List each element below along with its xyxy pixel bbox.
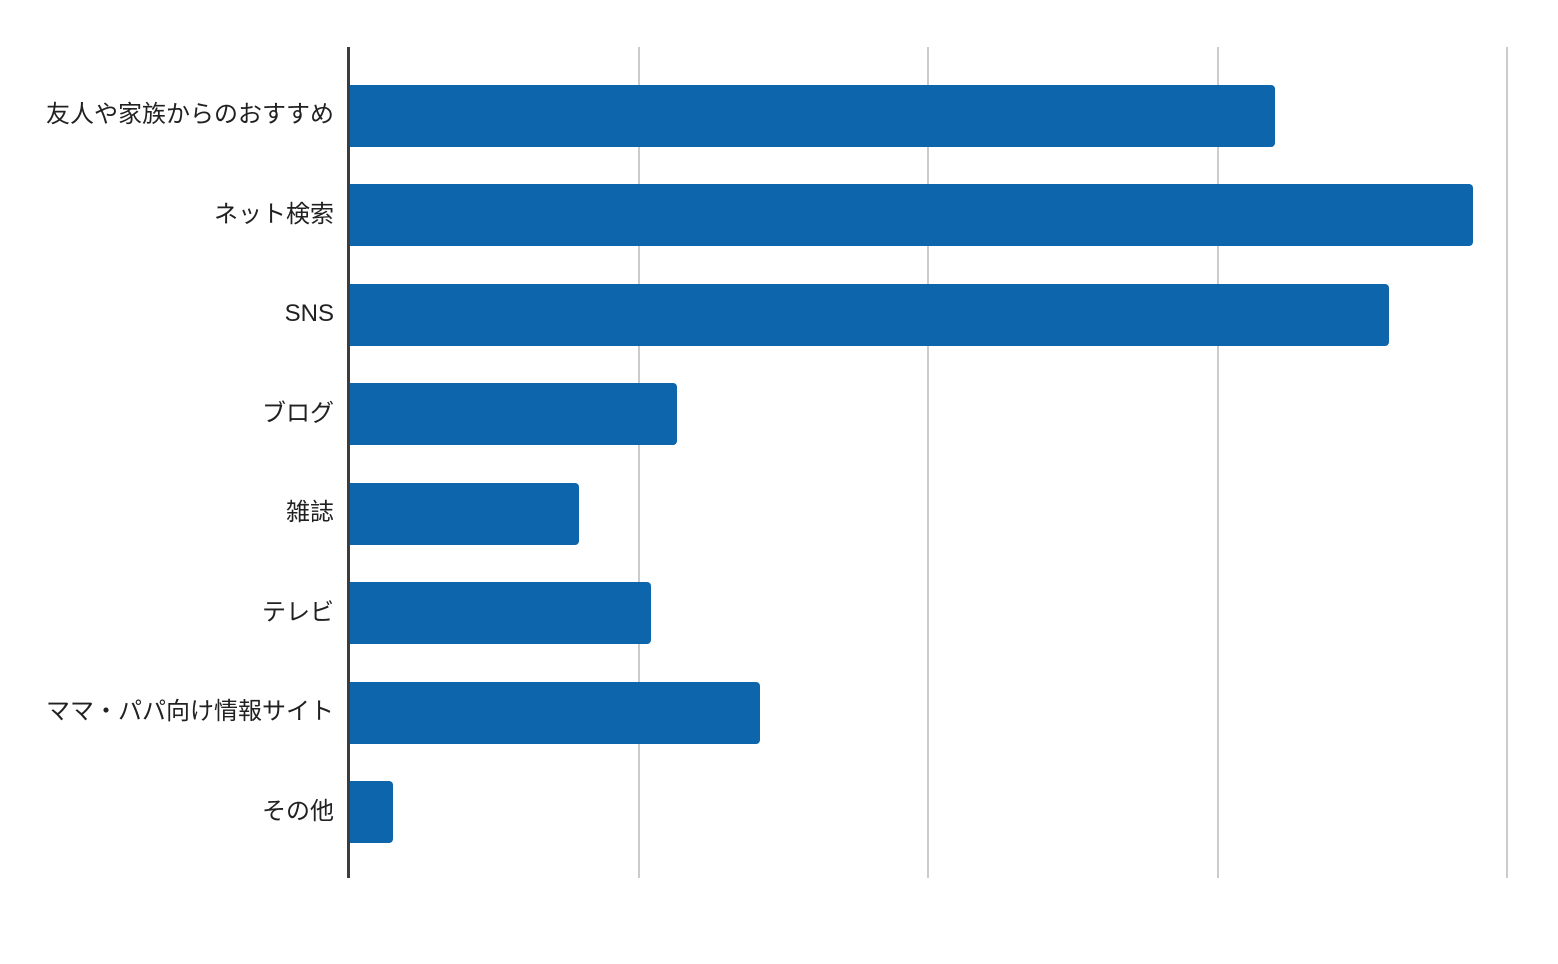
chart-row: SNS xyxy=(0,265,1558,365)
category-label: テレビ xyxy=(262,598,334,626)
bar-track xyxy=(349,84,1558,147)
gridline xyxy=(1506,47,1508,878)
bar-track xyxy=(349,582,1558,645)
category-label: ママ・パパ向け情報サイト xyxy=(46,698,334,726)
chart-rows: 友人や家族からのおすすめ ネット検索 SNS ブログ 雑誌 テレビ xyxy=(0,47,1558,862)
category-label: 雑誌 xyxy=(286,499,334,527)
bar xyxy=(350,482,579,545)
category-label: SNS xyxy=(284,300,334,328)
category-label: 友人や家族からのおすすめ xyxy=(46,101,334,129)
gridlines-layer xyxy=(349,47,1558,878)
chart-row: ネット検索 xyxy=(0,166,1558,266)
bar-track xyxy=(349,482,1558,545)
bar xyxy=(350,383,678,446)
bar-track xyxy=(349,383,1558,446)
bar-track xyxy=(349,184,1558,247)
y-axis-line xyxy=(347,47,350,878)
chart-row: その他 xyxy=(0,763,1558,863)
chart-row: テレビ xyxy=(0,564,1558,664)
bar xyxy=(350,582,652,645)
category-label: ネット検索 xyxy=(214,200,334,228)
bar xyxy=(350,781,394,844)
bar xyxy=(350,283,1390,346)
chart-row: 雑誌 xyxy=(0,464,1558,564)
bar xyxy=(350,681,760,744)
gridline xyxy=(1216,47,1219,878)
gridline xyxy=(637,47,640,878)
chart-row: ママ・パパ向け情報サイト xyxy=(0,663,1558,763)
bar-track xyxy=(349,781,1558,844)
gridline xyxy=(927,47,929,878)
category-label: ブログ xyxy=(262,399,334,427)
category-label: その他 xyxy=(262,797,334,825)
bar-track xyxy=(349,283,1558,346)
bar xyxy=(350,184,1474,247)
bar-track xyxy=(349,681,1558,744)
chart-row: 友人や家族からのおすすめ xyxy=(0,66,1558,166)
chart-row: ブログ xyxy=(0,365,1558,465)
bar xyxy=(350,84,1275,147)
